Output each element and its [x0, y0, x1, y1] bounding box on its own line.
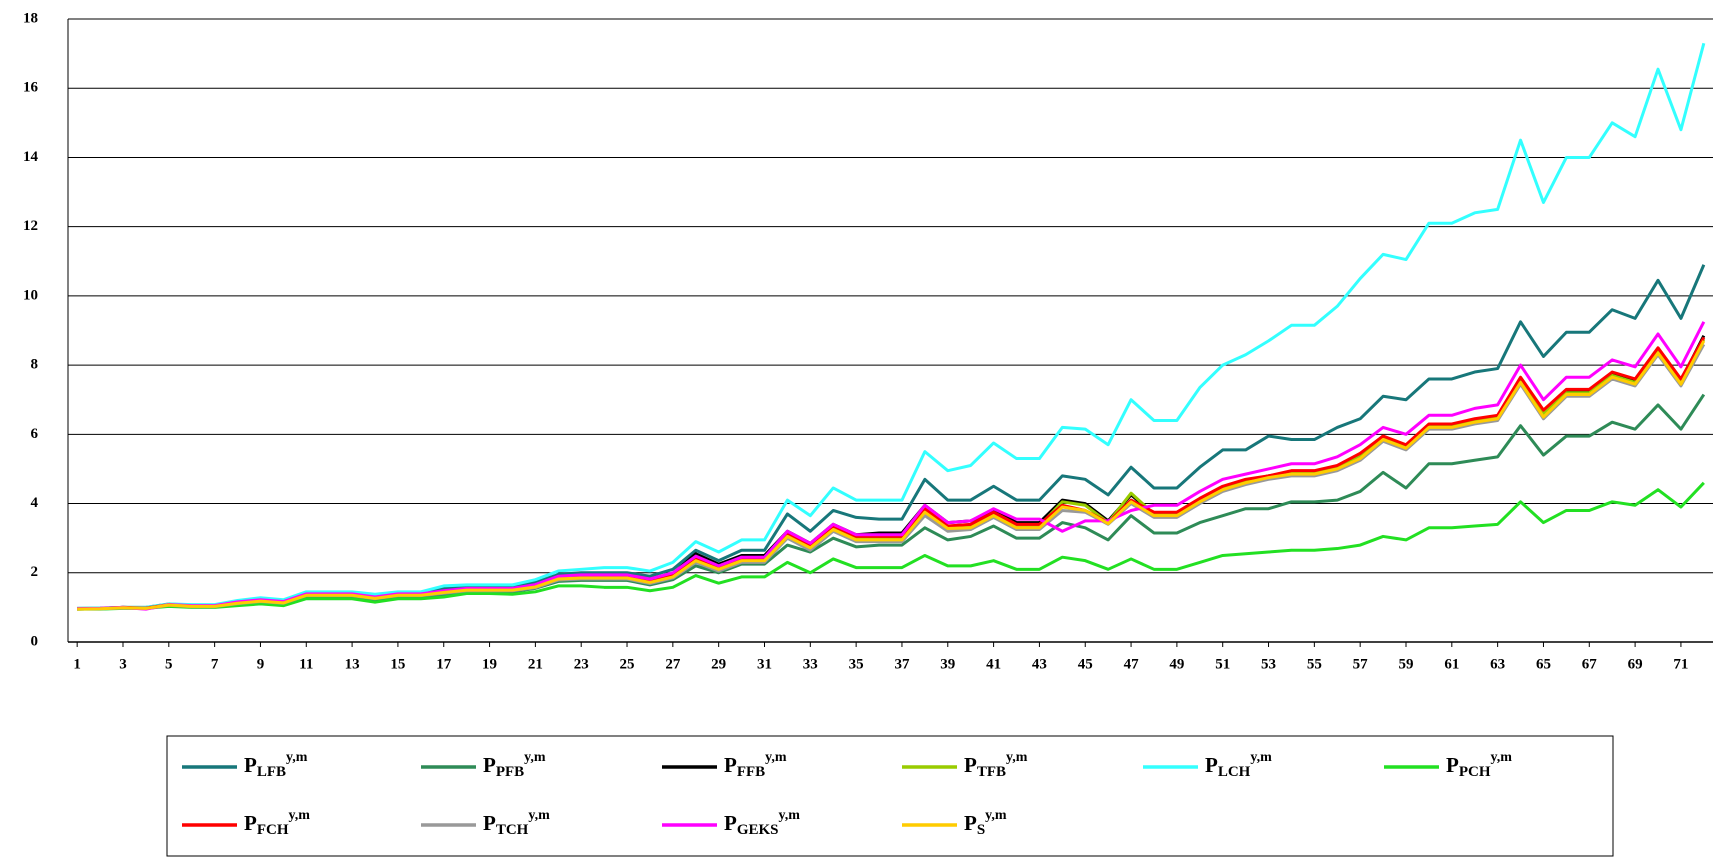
- legend-superscript: y,m: [765, 750, 787, 765]
- legend-superscript: y,m: [985, 808, 1007, 823]
- x-tick-label: 35: [849, 656, 864, 672]
- legend-subscript: FCH: [257, 822, 289, 838]
- x-tick-label: 59: [1398, 656, 1413, 672]
- x-tick-label: 71: [1673, 656, 1688, 672]
- series-line: [77, 340, 1706, 611]
- legend-symbol: P: [964, 753, 977, 777]
- legend-superscript: y,m: [286, 750, 308, 765]
- x-tick-label: 3: [119, 656, 127, 672]
- x-tick-label: 65: [1536, 656, 1551, 672]
- legend-label: PTCHy,m: [483, 808, 550, 838]
- legend-symbol: P: [1205, 753, 1218, 777]
- x-tick-label: 31: [757, 656, 772, 672]
- legend-superscript: y,m: [1250, 750, 1272, 765]
- x-tick-label: 37: [894, 656, 910, 672]
- x-tick-label: 29: [711, 656, 726, 672]
- x-tick-label: 9: [257, 656, 265, 672]
- x-tick-label: 57: [1353, 656, 1369, 672]
- x-tick-label: 23: [574, 656, 589, 672]
- legend-symbol: P: [483, 811, 496, 835]
- legend-label: PLFBy,m: [244, 750, 308, 780]
- x-tick-label: 41: [986, 656, 1001, 672]
- x-tick-label: 47: [1124, 656, 1140, 672]
- legend-superscript: y,m: [1491, 750, 1513, 765]
- x-tick-label: 43: [1032, 656, 1047, 672]
- legend-superscript: y,m: [528, 808, 550, 823]
- series-line: [77, 343, 1706, 611]
- legend-label: PSy,m: [964, 808, 1007, 838]
- legend-subscript: GEKS: [737, 822, 779, 838]
- legend-label: PPCHy,m: [1446, 750, 1512, 780]
- legend-subscript: FFB: [737, 764, 765, 780]
- legend-subscript: PCH: [1459, 764, 1491, 780]
- legend-label: PTFBy,m: [964, 750, 1028, 780]
- x-tick-label: 27: [665, 656, 681, 672]
- x-tick-label: 69: [1628, 656, 1643, 672]
- y-tick-label: 18: [23, 10, 38, 26]
- legend-superscript: y,m: [524, 750, 546, 765]
- x-tick-label: 17: [436, 656, 452, 672]
- legend-subscript: PFB: [496, 764, 524, 780]
- legend-subscript: LCH: [1218, 764, 1251, 780]
- legend-symbol: P: [244, 811, 257, 835]
- y-tick-label: 6: [31, 426, 39, 442]
- legend-subscript: S: [977, 822, 985, 838]
- x-tick-label: 61: [1444, 656, 1459, 672]
- legend-subscript: LFB: [257, 764, 286, 780]
- x-tick-label: 11: [299, 656, 313, 672]
- legend-label: PLCHy,m: [1205, 750, 1272, 780]
- y-tick-label: 4: [31, 495, 39, 511]
- x-tick-label: 33: [803, 656, 818, 672]
- legend-subscript: TFB: [977, 764, 1006, 780]
- legend-label: PFCHy,m: [244, 808, 310, 838]
- x-tick-label: 21: [528, 656, 543, 672]
- x-tick-label: 53: [1261, 656, 1276, 672]
- y-tick-label: 8: [31, 357, 39, 373]
- x-tick-label: 15: [390, 656, 405, 672]
- legend-symbol: P: [964, 811, 977, 835]
- y-tick-label: 12: [23, 218, 38, 234]
- y-tick-label: 16: [23, 80, 39, 96]
- x-tick-label: 25: [620, 656, 635, 672]
- legend-superscript: y,m: [289, 808, 311, 823]
- y-tick-label: 10: [23, 287, 38, 303]
- x-tick-label: 7: [211, 656, 219, 672]
- x-tick-label: 63: [1490, 656, 1505, 672]
- y-tick-label: 0: [31, 633, 39, 649]
- x-tick-label: 39: [940, 656, 955, 672]
- legend-label: PFFBy,m: [724, 750, 787, 780]
- legend-subscript: TCH: [496, 822, 529, 838]
- x-tick-label: 1: [73, 656, 81, 672]
- legend-label: PPFBy,m: [483, 750, 546, 780]
- x-tick-label: 49: [1169, 656, 1184, 672]
- x-tick-label: 67: [1582, 656, 1598, 672]
- x-tick-label: 45: [1078, 656, 1093, 672]
- legend-symbol: P: [724, 753, 737, 777]
- legend-symbol: P: [724, 811, 737, 835]
- x-tick-label: 19: [482, 656, 497, 672]
- series-line: [77, 42, 1706, 610]
- series-line: [77, 264, 1706, 610]
- series-line: [77, 481, 1705, 611]
- legend-symbol: P: [1446, 753, 1459, 777]
- x-tick-label: 51: [1215, 656, 1230, 672]
- x-tick-label: 13: [345, 656, 360, 672]
- legend-superscript: y,m: [779, 808, 801, 823]
- y-tick-label: 14: [23, 149, 39, 165]
- legend-symbol: P: [244, 753, 257, 777]
- legend-superscript: y,m: [1006, 750, 1028, 765]
- x-tick-label: 5: [165, 656, 173, 672]
- legend-symbol: P: [483, 753, 496, 777]
- x-tick-label: 55: [1307, 656, 1322, 672]
- legend-box: [166, 735, 1614, 857]
- legend-label: PGEKSy,m: [724, 808, 800, 838]
- y-tick-label: 2: [31, 564, 39, 580]
